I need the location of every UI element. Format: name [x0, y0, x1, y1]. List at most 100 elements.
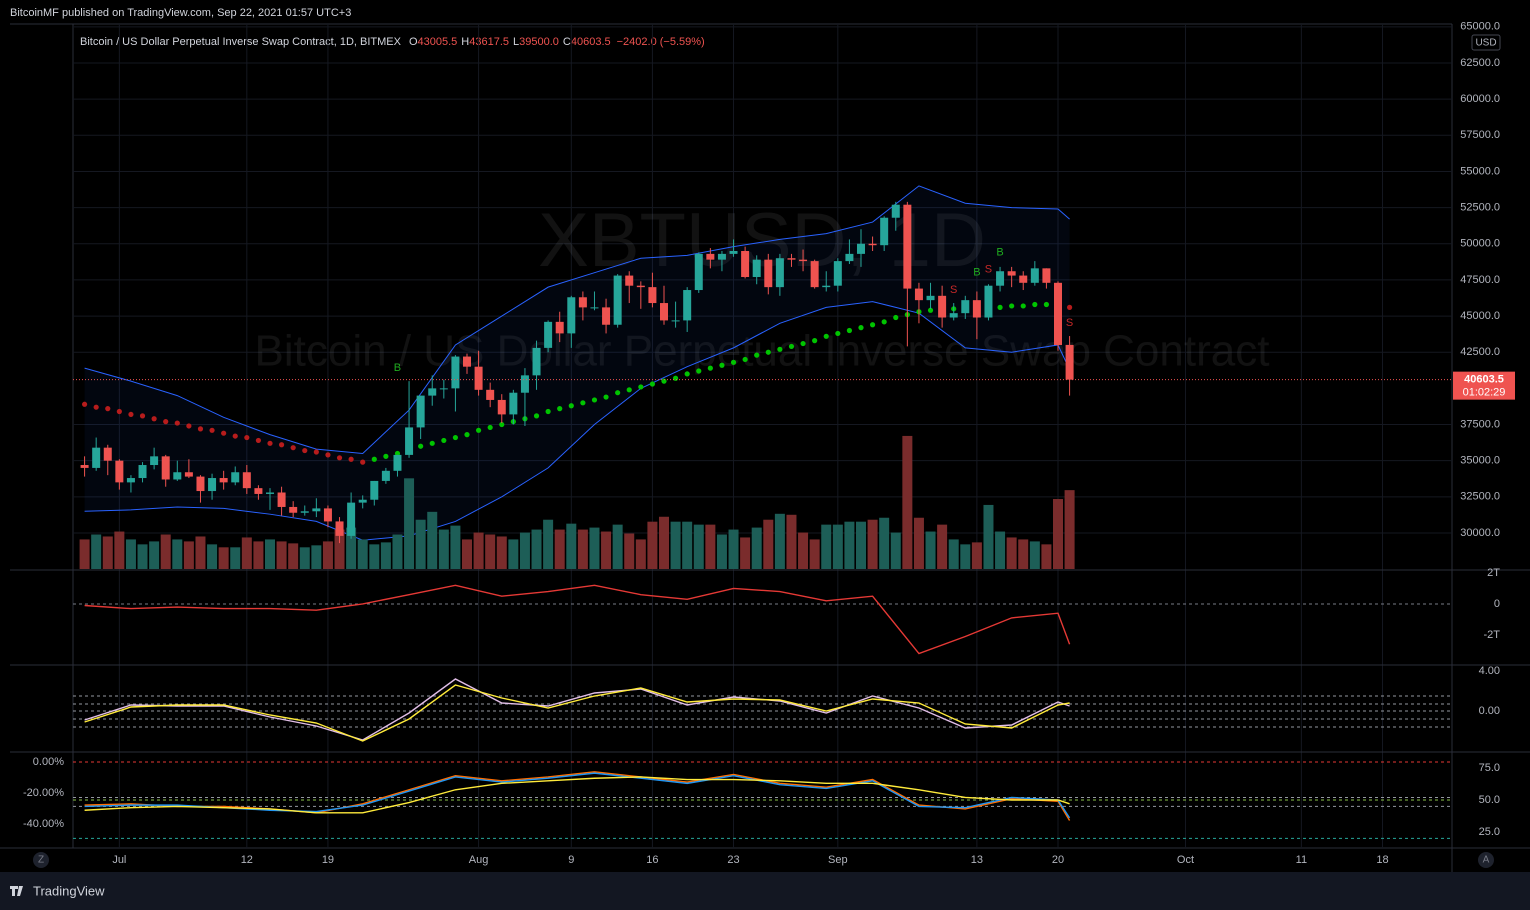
- currency-box[interactable]: [1471, 34, 1501, 51]
- y-tick-label: 42500.0: [1460, 346, 1500, 358]
- bull-dot: [823, 333, 829, 339]
- volume-bar: [265, 539, 275, 569]
- candle-body: [532, 347, 541, 376]
- candle-body: [822, 285, 831, 288]
- candle-body: [799, 259, 808, 262]
- candle-body: [138, 465, 147, 479]
- band-fill: [84, 185, 1070, 541]
- candle-body: [335, 521, 344, 536]
- volume-bar: [404, 478, 415, 569]
- volume-bar: [902, 435, 913, 569]
- panel-left-tick-label: 0.00%: [33, 756, 64, 768]
- bull-dot: [615, 390, 621, 396]
- bear-dot: [232, 433, 238, 439]
- status-value: 43617.5: [469, 36, 509, 48]
- bear-dot: [336, 455, 343, 461]
- volume-bar: [450, 525, 461, 569]
- candle-body: [520, 375, 529, 393]
- bull-dot: [591, 397, 598, 403]
- bull-dot: [1009, 303, 1015, 309]
- volume-bar: [1053, 499, 1063, 569]
- volume-bar: [473, 532, 484, 569]
- panel-y-tick-label: 75.0: [1479, 762, 1500, 774]
- volume-bar: [172, 539, 183, 569]
- bull-dot: [858, 325, 864, 331]
- x-tick-label: Aug: [469, 854, 489, 866]
- signal-label: B: [394, 362, 401, 374]
- volume-bar: [1041, 544, 1052, 569]
- volume-bar: [798, 532, 809, 569]
- indicator-line: [84, 678, 1070, 741]
- bull-dot: [545, 408, 551, 415]
- candle-body: [775, 258, 784, 288]
- indicator-line: [84, 772, 1071, 819]
- candle-body: [810, 261, 819, 288]
- bull-dot: [742, 356, 748, 363]
- candle-body: [671, 320, 680, 322]
- volume-bar: [995, 531, 1006, 569]
- candle-body: [961, 300, 970, 314]
- candle-body: [347, 502, 356, 536]
- volume-bar: [601, 531, 612, 569]
- volume-bar: [577, 529, 588, 569]
- candle-body: [613, 275, 622, 325]
- volume-bar: [983, 504, 994, 569]
- zoom-button[interactable]: [33, 852, 49, 868]
- volume-bar: [160, 534, 171, 569]
- volume-bar: [299, 547, 310, 569]
- y-tick-label: 45000.0: [1460, 310, 1500, 322]
- bull-dot: [812, 338, 818, 344]
- candle-body: [984, 285, 993, 318]
- bull-dot: [464, 432, 470, 438]
- volume-bar: [485, 534, 496, 569]
- candle-body: [277, 492, 286, 507]
- auto-scale-button[interactable]: [1478, 852, 1494, 868]
- indicator-line: [84, 684, 1070, 742]
- y-tick-label: 35000.0: [1460, 455, 1500, 467]
- bear-dot: [325, 452, 331, 458]
- upper-band: [84, 185, 1070, 454]
- candle-body: [80, 465, 89, 468]
- bull-dot: [418, 443, 424, 449]
- candle-body: [381, 470, 390, 481]
- volume-bar: [125, 539, 136, 569]
- volume-bar: [832, 524, 843, 569]
- x-tick-label: Sep: [828, 854, 848, 866]
- status-value: 39500.0: [519, 36, 559, 48]
- bear-dot: [360, 459, 366, 465]
- bear-dot: [302, 447, 308, 454]
- volume-bar: [392, 534, 403, 569]
- x-tick-label: Jul: [112, 854, 126, 866]
- volume-bar: [670, 521, 681, 569]
- y-tick-label: 57500.0: [1460, 129, 1500, 141]
- volume-bar: [438, 529, 449, 569]
- volume-bar: [1064, 490, 1075, 569]
- panel-left-tick-label: -40.00%: [23, 818, 64, 830]
- candle-body: [312, 508, 321, 512]
- volume-bar: [763, 519, 774, 569]
- status-change: −2402.0 (−5.59%): [617, 36, 705, 48]
- bull-dot: [429, 440, 435, 446]
- candle-body: [914, 288, 923, 301]
- currency: USD: [1475, 38, 1496, 49]
- candle-body: [1042, 268, 1051, 283]
- candle-body: [938, 295, 947, 318]
- volume-bar: [1006, 537, 1017, 569]
- volume-bar: [554, 529, 565, 569]
- candle-body: [648, 287, 657, 304]
- volume-bar: [322, 541, 333, 569]
- bull-dot: [684, 371, 690, 377]
- bear-dot: [93, 404, 99, 410]
- signal-label: B: [973, 267, 980, 279]
- volume-bar: [369, 544, 380, 569]
- candle-body: [393, 454, 402, 471]
- status-key: O: [409, 36, 418, 48]
- bull-dot: [452, 434, 459, 441]
- status-key: C: [563, 36, 571, 48]
- panel-y-tick-label: 2T: [1487, 567, 1500, 579]
- candle-body: [231, 472, 240, 483]
- zoom-button-label: Z: [38, 855, 44, 866]
- bear-dot: [278, 442, 285, 448]
- bull-dot: [568, 403, 574, 409]
- volume-bar: [496, 536, 507, 569]
